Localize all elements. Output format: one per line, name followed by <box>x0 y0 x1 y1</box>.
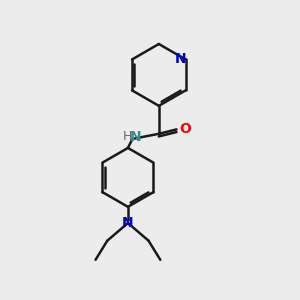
Text: H: H <box>122 130 132 143</box>
Text: N: N <box>122 216 134 230</box>
Text: N: N <box>130 130 141 144</box>
Text: O: O <box>179 122 191 136</box>
Text: N: N <box>175 52 186 67</box>
